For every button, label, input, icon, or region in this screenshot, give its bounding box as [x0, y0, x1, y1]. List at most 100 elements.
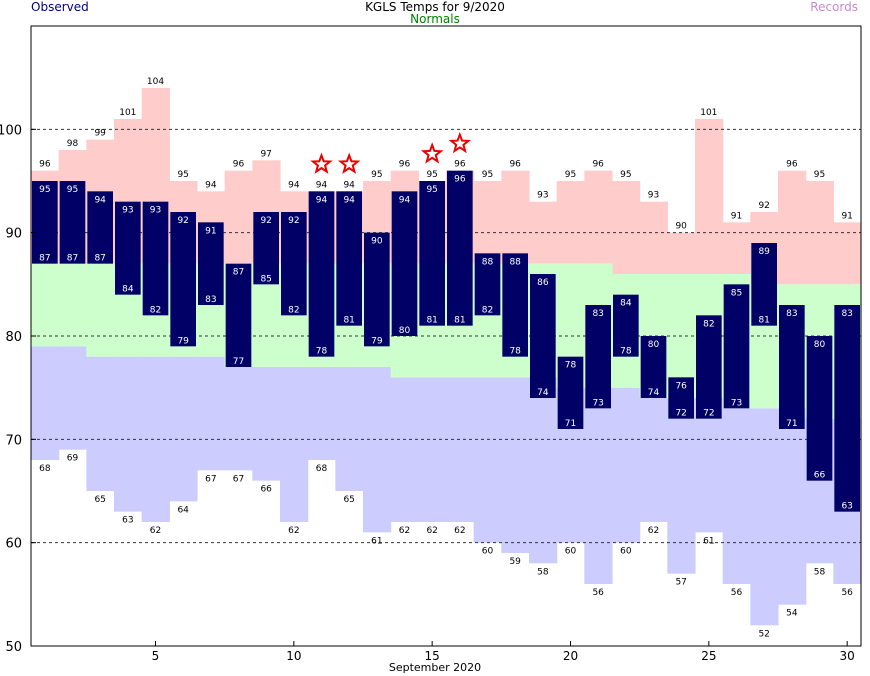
- observed-bar: [253, 212, 279, 285]
- observed-high-label: 87: [233, 268, 244, 278]
- record-star-icon: [337, 152, 361, 174]
- y-tick-label: 90: [5, 227, 22, 242]
- observed-high-label: 94: [343, 195, 355, 205]
- record-low-label: 68: [39, 464, 51, 474]
- observed-low-label: 63: [841, 502, 852, 512]
- observed-high-label: 95: [426, 185, 437, 195]
- record-low-bar: [639, 398, 668, 522]
- observed-low-label: 81: [454, 316, 465, 326]
- record-star-icon: [310, 152, 333, 174]
- x-tick-label: 30: [840, 649, 855, 663]
- record-low-label: 57: [675, 578, 686, 588]
- observed-low-label: 82: [482, 305, 493, 315]
- record-low-label: 60: [620, 547, 632, 557]
- record-low-bar: [667, 398, 696, 574]
- record-low-bar: [584, 387, 613, 584]
- record-low-bar: [390, 377, 419, 522]
- record-high-label: 95: [814, 170, 825, 180]
- gridlines: [31, 128, 861, 544]
- record-stars: [310, 131, 472, 174]
- normals-bar: [31, 263, 60, 347]
- observed-bar: [308, 191, 335, 357]
- record-high-label: 97: [260, 149, 271, 159]
- observed-bar: [364, 232, 390, 347]
- record-low-label: 60: [565, 547, 577, 557]
- y-tick-label: 60: [5, 537, 22, 552]
- chart-title: KGLS Temps for 9/2020: [365, 0, 505, 14]
- observed-low-label: 78: [509, 347, 521, 357]
- observed-high-label: 92: [177, 216, 188, 226]
- record-low-bar: [529, 377, 558, 564]
- observed-low-label: 71: [786, 419, 797, 429]
- record-high-bar: [639, 201, 668, 274]
- observed-bar: [170, 212, 196, 347]
- record-low-bar: [86, 356, 115, 491]
- observed-high-label: 92: [288, 216, 299, 226]
- record-high-label: 90: [675, 222, 687, 232]
- observed-high-label: 94: [94, 195, 106, 205]
- record-low-label: 61: [371, 536, 382, 546]
- record-high-label: 101: [119, 108, 136, 118]
- record-low-label: 62: [426, 526, 437, 536]
- record-high-label: 93: [648, 191, 659, 201]
- record-high-label: 93: [537, 191, 548, 201]
- observed-low-label: 81: [758, 316, 769, 326]
- observed-low-label: 79: [177, 336, 189, 346]
- record-high-label: 95: [426, 170, 437, 180]
- record-high-bar: [224, 170, 253, 264]
- observed-high-label: 80: [648, 340, 660, 350]
- record-low-label: 56: [841, 588, 853, 598]
- observed-high-label: 96: [454, 175, 466, 185]
- record-low-label: 58: [537, 567, 549, 577]
- record-high-bar: [473, 181, 502, 264]
- observed-high-label: 84: [620, 299, 632, 309]
- record-low-bar: [778, 408, 807, 605]
- record-high-label: 95: [482, 170, 493, 180]
- x-tick-label: 15: [425, 649, 440, 663]
- records-legend-label: Records: [810, 0, 858, 14]
- record-high-label: 96: [454, 160, 466, 170]
- record-high-bar: [501, 170, 530, 264]
- observed-high-label: 94: [399, 195, 411, 205]
- record-low-bar: [114, 356, 143, 512]
- observed-low-label: 85: [260, 274, 271, 284]
- record-low-bar: [252, 367, 281, 481]
- record-high-label: 96: [592, 160, 604, 170]
- x-axis-label: September 2020: [388, 661, 482, 674]
- record-low-bar: [58, 346, 87, 450]
- observed-legend-label: Observed: [31, 0, 89, 14]
- record-high-label: 98: [67, 139, 79, 149]
- observed-bar: [806, 336, 833, 481]
- record-low-bar: [418, 377, 447, 522]
- observed-high-label: 80: [814, 340, 826, 350]
- record-high-label: 99: [94, 129, 106, 139]
- record-high-label: 94: [343, 180, 355, 190]
- observed-high-label: 86: [537, 278, 549, 288]
- record-high-bar: [584, 170, 613, 264]
- observed-high-label: 88: [509, 257, 521, 267]
- observed-low-label: 72: [703, 409, 714, 419]
- record-low-label: 60: [482, 547, 494, 557]
- observed-bars: [32, 170, 860, 512]
- record-low-label: 66: [260, 485, 272, 495]
- record-low-bar: [280, 367, 309, 522]
- observed-bar: [391, 191, 418, 336]
- record-low-label: 62: [399, 526, 410, 536]
- record-low-label: 67: [205, 474, 216, 484]
- record-low-label: 58: [814, 567, 826, 577]
- record-high-label: 96: [399, 160, 411, 170]
- record-low-label: 56: [731, 588, 743, 598]
- observed-high-label: 83: [841, 309, 852, 319]
- normals-bar: [58, 263, 87, 347]
- record-low-label: 52: [758, 629, 769, 639]
- normals-legend-label: Normals: [410, 12, 460, 26]
- observed-low-label: 72: [675, 409, 686, 419]
- observed-low-label: 87: [67, 254, 78, 264]
- x-tick-label: 5: [152, 649, 160, 663]
- observed-bar: [834, 305, 860, 512]
- record-high-label: 95: [371, 170, 382, 180]
- observed-low-label: 74: [648, 388, 660, 398]
- record-high-label: 96: [39, 160, 51, 170]
- record-low-label: 64: [177, 505, 189, 515]
- record-low-label: 62: [648, 526, 659, 536]
